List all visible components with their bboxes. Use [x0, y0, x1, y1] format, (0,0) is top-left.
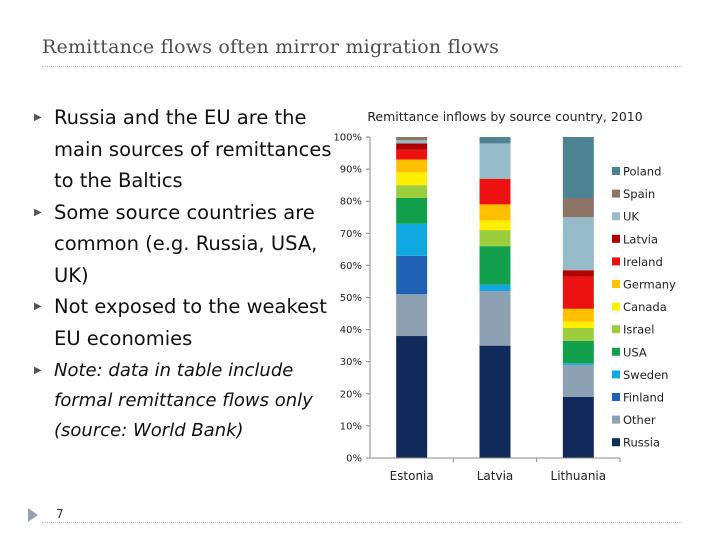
- legend-label: Finland: [623, 391, 664, 405]
- bullet-text: Some source countries are common (e.g. R…: [54, 200, 318, 287]
- bar-segment-canada: [562, 321, 594, 328]
- bullet-text: Note: data in table include formal remit…: [54, 360, 313, 441]
- bar-segment-latvia: [562, 270, 594, 277]
- y-tick-label: 50%: [340, 293, 362, 304]
- legend-swatch: [612, 438, 620, 447]
- footer-divider: [42, 522, 682, 523]
- legend-label: Latvia: [623, 232, 658, 246]
- legend-swatch: [612, 415, 620, 424]
- bar-segment-sweden: [396, 223, 428, 256]
- bar-segment-usa: [562, 340, 594, 364]
- y-tick-label: 0%: [346, 454, 362, 465]
- bar-segment-other: [396, 294, 428, 337]
- bar-segment-uk: [396, 140, 428, 144]
- bar-segment-usa: [396, 197, 428, 224]
- bar-segment-germany: [479, 204, 511, 221]
- legend-swatch: [612, 167, 620, 175]
- bar-segment-uk: [562, 217, 594, 271]
- y-tick-label: 70%: [340, 229, 362, 240]
- legend-label: Ireland: [623, 255, 663, 269]
- y-tick-label: 40%: [340, 325, 362, 336]
- legend-label: UK: [623, 210, 639, 224]
- bar-segment-ireland: [396, 149, 428, 160]
- bullet-item-note: ▶ Note: data in table include formal remi…: [34, 356, 334, 446]
- legend-label: Other: [623, 413, 656, 427]
- bar-segment-finland: [396, 255, 428, 295]
- legend-label: Canada: [623, 300, 667, 314]
- x-tick-label: Latvia: [477, 469, 514, 483]
- legend-swatch: [612, 302, 620, 311]
- bar-segment-spain: [562, 197, 594, 218]
- bar-segment-ireland: [562, 276, 594, 309]
- bullet-arrow-icon: ▶: [34, 206, 42, 218]
- legend-swatch: [612, 325, 620, 334]
- bar-segment-other: [562, 364, 594, 398]
- x-tick-label: Lithuania: [551, 469, 607, 483]
- chart-title: Remittance inflows by source country, 20…: [367, 109, 642, 124]
- legend-swatch: [612, 393, 620, 401]
- page-number: 7: [56, 507, 64, 521]
- legend-swatch: [612, 280, 620, 288]
- legend-label: Germany: [623, 278, 676, 292]
- legend-swatch: [612, 189, 620, 198]
- bullet-item: ▶ Not exposed to the weakest EU economies: [34, 291, 334, 354]
- bar-segment-spain: [396, 137, 428, 141]
- bar-segment-germany: [396, 159, 428, 173]
- legend-swatch: [612, 234, 620, 243]
- legend-swatch: [612, 257, 620, 266]
- legend-swatch: [612, 212, 620, 221]
- bar-segment-ireland: [479, 178, 511, 205]
- y-tick-label: 30%: [340, 357, 362, 368]
- bar-segment-uk: [479, 143, 511, 179]
- legend-label: Russia: [623, 436, 660, 450]
- legend-label: Spain: [623, 187, 655, 201]
- bar-segment-israel: [479, 230, 511, 247]
- bullet-item: ▶ Russia and the EU are the main sources …: [34, 102, 334, 197]
- bar-segment-germany: [562, 308, 594, 322]
- title-divider: [42, 66, 682, 67]
- slide-marker-icon: [28, 508, 38, 522]
- bar-segment-russia: [562, 397, 594, 458]
- y-tick-label: 80%: [340, 197, 362, 208]
- bullet-item: ▶ Some source countries are common (e.g.…: [34, 197, 334, 292]
- bullet-text: Russia and the EU are the main sources o…: [54, 106, 332, 192]
- legend-label: Poland: [623, 165, 661, 179]
- legend-swatch: [612, 347, 620, 356]
- y-tick-label: 100%: [333, 133, 362, 144]
- bullet-arrow-icon: ▶: [34, 112, 42, 123]
- bullet-arrow-icon: ▶: [34, 365, 42, 376]
- bullet-list: ▶ Russia and the EU are the main sources …: [34, 102, 334, 446]
- x-tick-label: Estonia: [390, 469, 434, 483]
- bar-segment-poland: [479, 137, 511, 144]
- bar-segment-canada: [479, 220, 511, 231]
- bar-segment-russia: [479, 345, 511, 458]
- bar-segment-russia: [396, 336, 428, 458]
- y-tick-label: 60%: [340, 261, 362, 272]
- legend-label: Israel: [623, 323, 654, 337]
- bar-segment-poland: [562, 137, 594, 198]
- bar-segment-latvia: [396, 143, 428, 150]
- bar-segment-israel: [562, 327, 594, 341]
- bar-segment-usa: [479, 246, 511, 285]
- bar-segment-other: [479, 291, 511, 346]
- bar-segment-sweden: [562, 363, 594, 365]
- legend-swatch: [612, 370, 620, 379]
- bullet-arrow-icon: ▶: [34, 301, 42, 312]
- legend-label: USA: [623, 345, 647, 359]
- y-tick-label: 20%: [340, 389, 362, 400]
- y-tick-label: 10%: [340, 421, 362, 432]
- y-tick-label: 90%: [340, 165, 362, 176]
- bar-segment-sweden: [479, 284, 511, 292]
- legend-label: Sweden: [623, 368, 668, 382]
- slide-title: Remittance flows often mirror migration …: [42, 36, 500, 58]
- bar-segment-israel: [396, 185, 428, 198]
- bullet-text: Not exposed to the weakest EU economies: [54, 295, 327, 350]
- bar-segment-canada: [396, 172, 428, 186]
